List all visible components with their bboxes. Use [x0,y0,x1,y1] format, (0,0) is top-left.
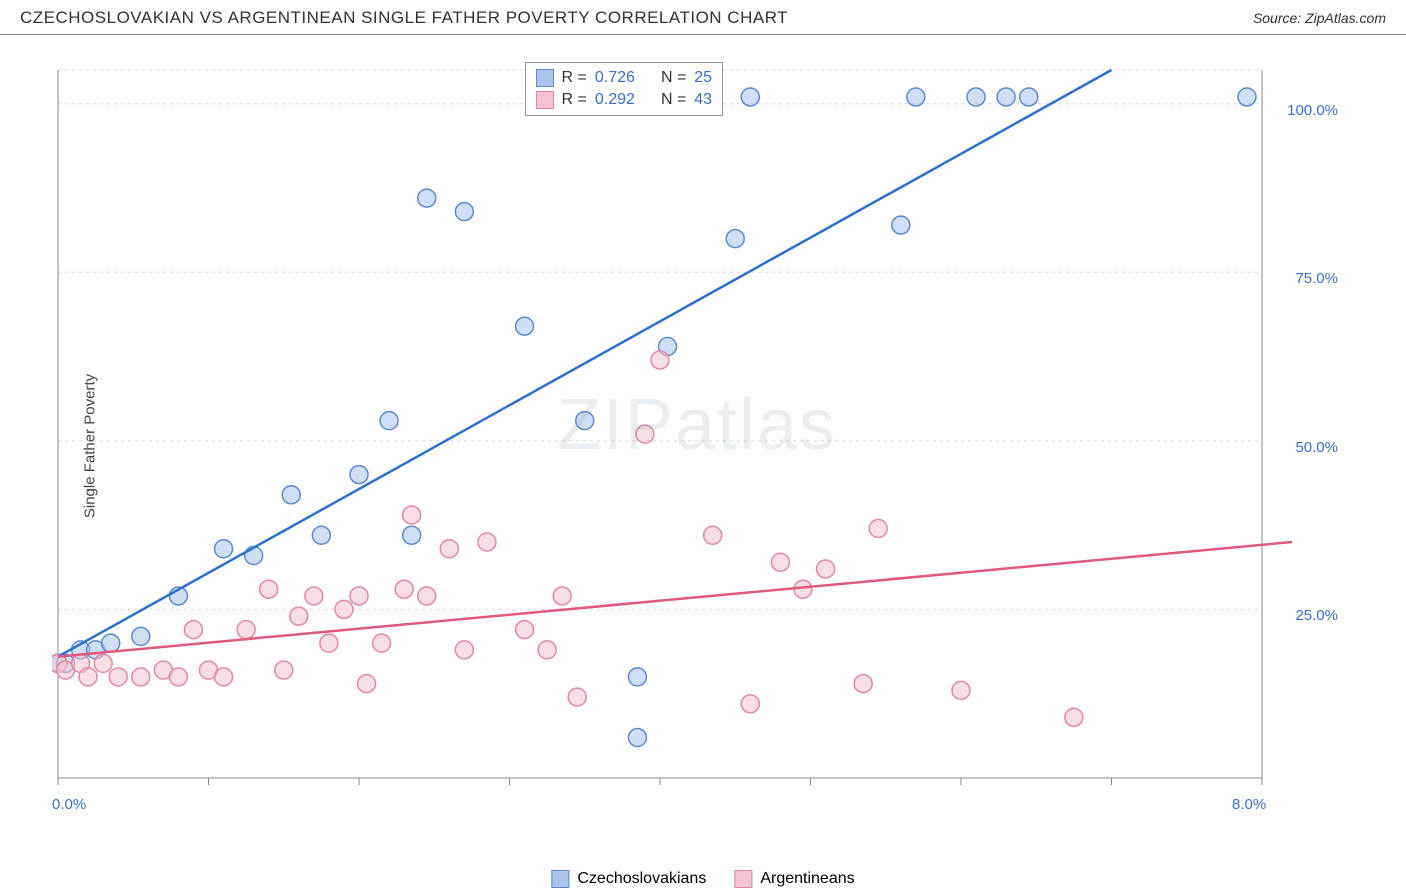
bottom-legend-item: Argentineans [734,870,854,888]
legend-swatch [551,870,569,888]
legend-r-value: 0.726 [595,69,635,87]
legend-n-label: N = [661,69,686,87]
legend-row: R = 0.726 N = 25 [536,67,713,89]
y-tick-label: 25.0% [1295,607,1338,624]
chart-title: CZECHOSLOVAKIAN VS ARGENTINEAN SINGLE FA… [20,8,788,28]
legend-row: R = 0.292 N = 43 [536,89,713,111]
x-tick-label: 0.0% [52,796,86,813]
chart-plot-area: ZIPatlas 25.0%50.0%75.0%100.0%0.0%8.0% [52,60,1342,820]
legend-swatch [536,69,554,87]
y-tick-label: 100.0% [1287,102,1338,119]
x-tick-label: 8.0% [1232,796,1266,813]
chart-source: Source: ZipAtlas.com [1253,10,1386,26]
legend-r-value: 0.292 [595,91,635,109]
legend-swatch [536,91,554,109]
bottom-legend-item: Czechoslovakians [551,870,706,888]
legend-swatch [734,870,752,888]
legend-series-label: Argentineans [760,870,854,888]
legend-series-label: Czechoslovakians [577,870,706,888]
legend-r-label: R = [562,91,587,109]
legend-n-value: 43 [694,91,712,109]
scatter-plot [52,60,1342,820]
legend-n-value: 25 [694,69,712,87]
correlation-legend: R = 0.726 N = 25 R = 0.292 N = 43 [525,62,724,116]
legend-r-label: R = [562,69,587,87]
source-name: ZipAtlas.com [1305,10,1386,26]
series-legend: Czechoslovakians Argentineans [551,870,854,888]
legend-n-label: N = [661,91,686,109]
y-tick-label: 50.0% [1295,439,1338,456]
chart-header: CZECHOSLOVAKIAN VS ARGENTINEAN SINGLE FA… [0,0,1406,35]
y-tick-label: 75.0% [1295,270,1338,287]
source-prefix: Source: [1253,10,1305,26]
